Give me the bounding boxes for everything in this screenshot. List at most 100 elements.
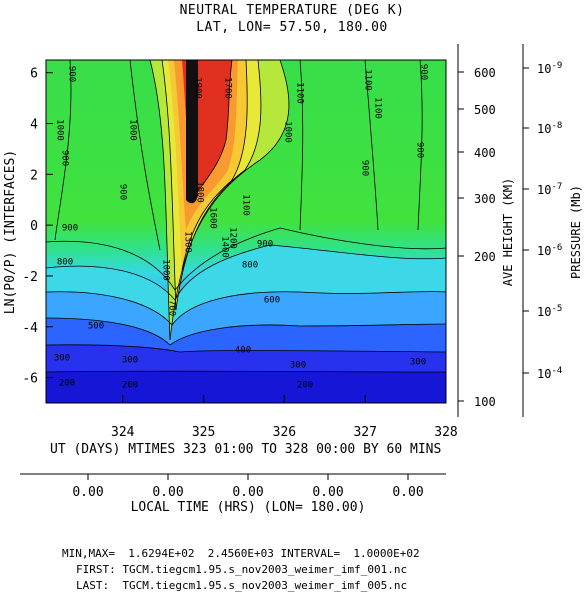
pressure-tick-base: 10 <box>537 62 551 76</box>
contour-label: 1800 <box>195 181 205 203</box>
pressure-axis: 10-910-810-710-610-510-4 <box>522 44 562 417</box>
y-tick-label: 6 <box>30 67 38 82</box>
contour-line <box>169 60 290 341</box>
y-tick-label: 2 <box>30 168 38 183</box>
local-time-tick-label: 0.00 <box>392 485 423 500</box>
contour-label: 900 <box>360 160 370 176</box>
pressure-axis-label: PRESSURE (Mb) <box>569 185 583 279</box>
contour-label: 900 <box>419 64 429 80</box>
y-axis-label: LN(P0/P) (INTERFACES) <box>3 150 18 314</box>
contour-label: 1300 <box>183 231 193 253</box>
contour-label: 900 <box>415 142 425 158</box>
local-time-axis-label: LOCAL TIME (HRS) (LON= 180.00) <box>131 500 366 515</box>
pressure-tick-label: 10-5 <box>537 304 562 319</box>
pressure-tick-label: 10-9 <box>537 61 562 76</box>
local-time-tick-label: 0.00 <box>312 485 343 500</box>
x-tick-label: 327 <box>353 425 376 440</box>
contour-line <box>129 60 161 251</box>
contour-label: 900 <box>118 184 128 200</box>
pressure-tick-label: 10-4 <box>537 366 562 381</box>
contour-label: 1000 <box>128 119 138 141</box>
contour-line <box>46 344 446 353</box>
y-tick-label: 4 <box>30 118 38 133</box>
pressure-tick-label: 10-7 <box>537 182 562 197</box>
height-tick-label: 600 <box>474 66 496 80</box>
x-axis-local-time: 0.00 0.00 0.00 0.00 0.00 <box>20 473 446 500</box>
contour-line <box>54 60 72 241</box>
contour-field <box>46 60 446 403</box>
contour-label: 1400 <box>220 236 230 258</box>
pressure-tick-base: 10 <box>537 244 551 258</box>
local-time-tick-label: 0.00 <box>72 485 103 500</box>
pressure-tick-label: 10-8 <box>537 121 562 136</box>
x-axis-ut: 324 325 326 327 328 <box>111 395 458 440</box>
contour-label: 900 <box>257 240 273 250</box>
contour-line <box>417 60 423 231</box>
height-axis-label: AVE HEIGHT (KM) <box>501 178 515 286</box>
contour-line <box>191 60 233 201</box>
y-tick-label: -4 <box>22 321 38 336</box>
contour-line <box>181 60 248 271</box>
contour-line <box>149 60 171 341</box>
pressure-tick-exponent: -7 <box>551 182 562 192</box>
chart-subtitle: LAT, LON= 57.50, 180.00 <box>196 20 388 35</box>
pressure-tick-exponent: -8 <box>551 121 562 131</box>
contour-label: 1000 <box>161 259 171 281</box>
contour-label: 500 <box>88 322 104 332</box>
contour-label: 600 <box>264 296 280 306</box>
contour-line <box>46 370 446 373</box>
height-tick-label: 400 <box>474 146 496 160</box>
pressure-tick-exponent: -6 <box>551 243 562 253</box>
height-axis: 600 500 400 300 200 100 <box>457 44 496 417</box>
contour-line <box>46 227 446 291</box>
contour-label: 400 <box>235 346 251 356</box>
chart-title: NEUTRAL TEMPERATURE (DEG K) <box>179 3 405 18</box>
height-tick-label: 100 <box>474 395 496 409</box>
contour-line <box>175 60 262 311</box>
pressure-tick-base: 10 <box>537 183 551 197</box>
contour-lines <box>46 60 446 373</box>
contour-label: 300 <box>410 358 426 368</box>
y-tick-label: -2 <box>22 270 38 285</box>
contour-label: 900 <box>67 66 77 82</box>
height-tick-label: 200 <box>474 250 496 264</box>
plot-frame <box>45 59 447 404</box>
contour-label: 300 <box>122 356 138 366</box>
contour-label: 800 <box>242 261 258 271</box>
contour-line <box>299 60 304 231</box>
x-tick-label: 328 <box>434 425 457 440</box>
height-tick-label: 300 <box>474 192 496 206</box>
contour-label: 300 <box>290 361 306 371</box>
pressure-tick-exponent: -5 <box>551 304 562 314</box>
pressure-tick-exponent: -9 <box>551 61 562 71</box>
plume-peak <box>186 60 198 204</box>
contour-line <box>161 60 177 311</box>
contour-line <box>46 317 446 346</box>
pressure-tick-exponent: -4 <box>551 366 562 376</box>
contour-label: 1600 <box>208 207 218 229</box>
contour-label: 900 <box>62 224 78 234</box>
contour-label: 300 <box>54 354 70 364</box>
contour-label: 700 <box>167 300 177 316</box>
footer-last-file: LAST: TGCM.tiegcm1.95.s_nov2003_weimer_i… <box>76 579 408 592</box>
x-tick-label: 324 <box>111 425 135 440</box>
x-tick-label: 326 <box>273 425 296 440</box>
y-tick-label: 0 <box>30 219 38 234</box>
contour-label: 1100 <box>241 194 251 216</box>
pressure-tick-label: 10-6 <box>537 243 562 258</box>
contour-line <box>364 60 379 231</box>
y-axis-left: 6 4 2 0 -2 -4 -6 <box>22 67 53 387</box>
contour-line <box>46 291 446 326</box>
y-tick-label: -6 <box>22 372 38 387</box>
height-tick-label: 500 <box>474 103 496 117</box>
contour-label: 1700 <box>223 77 233 99</box>
pressure-tick-base: 10 <box>537 305 551 319</box>
contour-label: 1900 <box>193 77 203 99</box>
contour-label: 1100 <box>363 69 373 91</box>
contour-label: 1000 <box>283 121 293 143</box>
contour-label: 200 <box>59 379 75 389</box>
contour-line <box>46 244 446 301</box>
contour-label: 1200 <box>228 227 238 249</box>
